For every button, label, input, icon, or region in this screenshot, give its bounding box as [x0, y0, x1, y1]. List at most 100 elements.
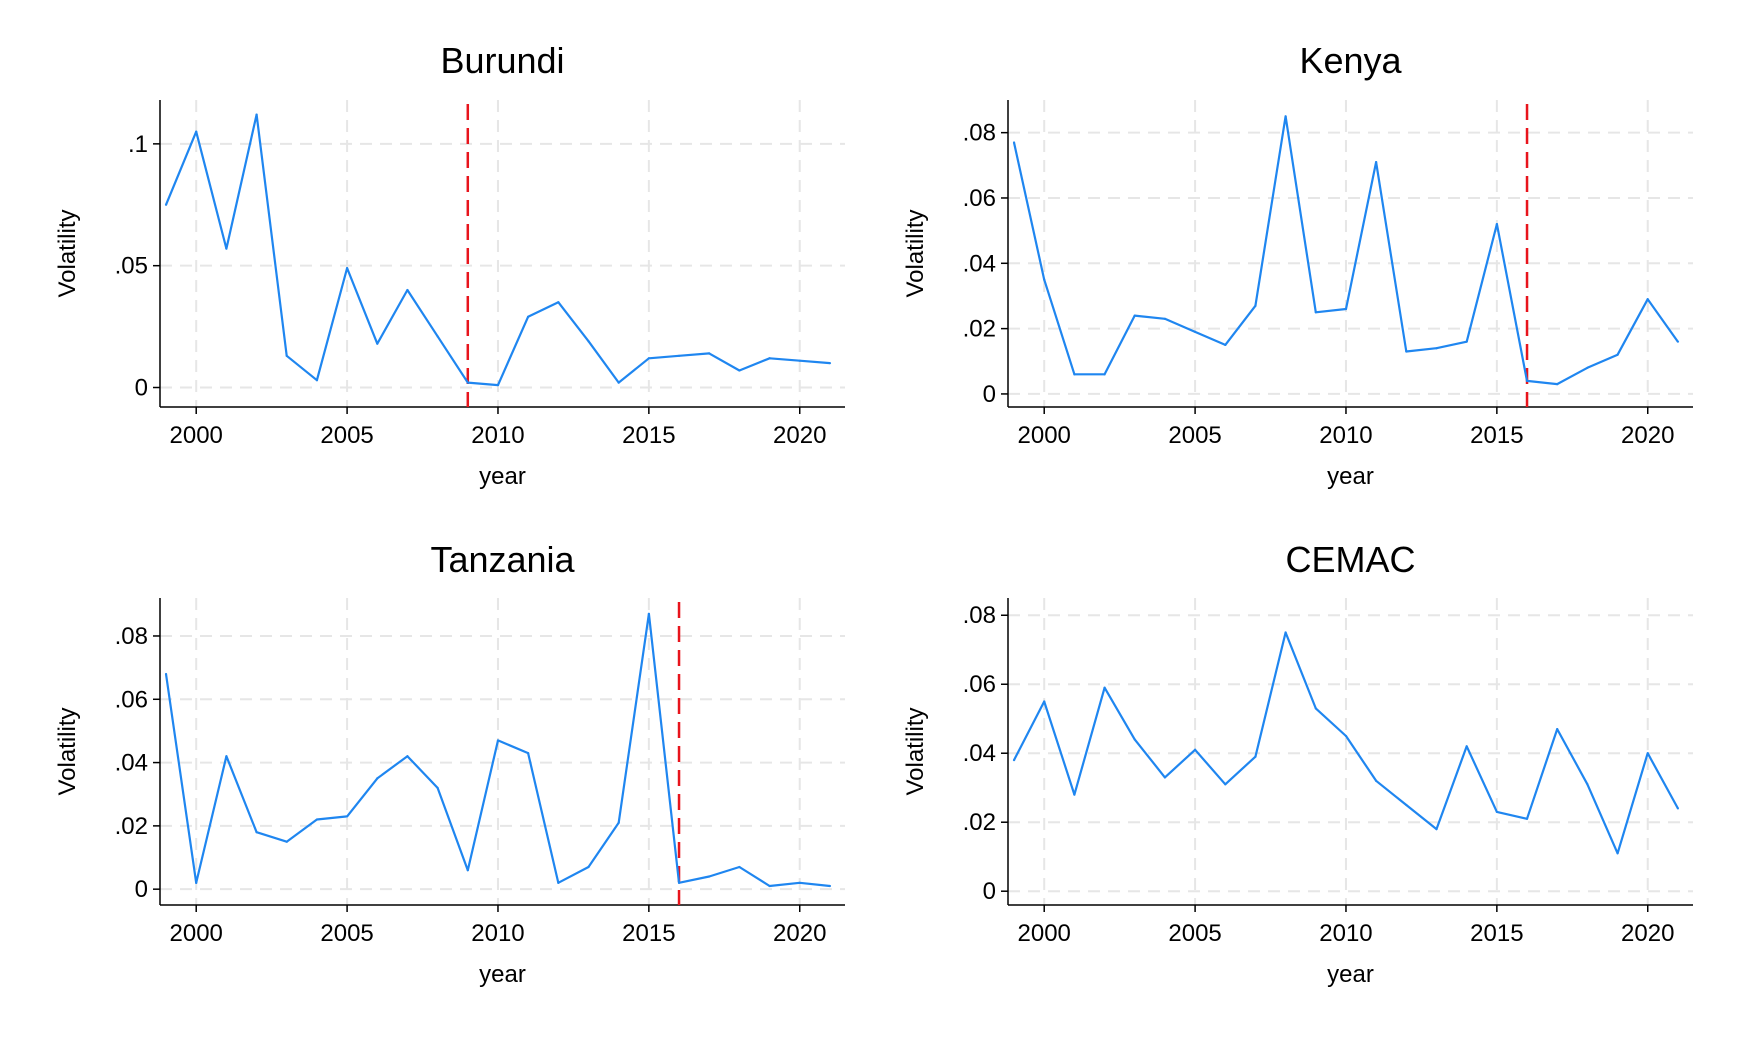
- panel-title: Burundi: [440, 40, 564, 81]
- data-point: [1465, 745, 1468, 748]
- data-point: [1405, 803, 1408, 807]
- x-tick-label: 2020: [773, 422, 826, 449]
- x-axis-title: year: [1327, 463, 1374, 490]
- data-point: [1525, 379, 1529, 382]
- data-point: [1043, 700, 1046, 703]
- y-axis-title: Volatility: [902, 209, 929, 297]
- data-point: [406, 288, 409, 292]
- data-point: [1646, 752, 1649, 755]
- data-point: [1284, 115, 1287, 118]
- data-point: [1073, 373, 1076, 376]
- data-point: [738, 369, 741, 372]
- x-tick-label: 2020: [773, 920, 826, 947]
- x-tick-label: 2015: [1470, 920, 1523, 947]
- data-point: [1375, 160, 1378, 164]
- data-point: [1465, 340, 1468, 343]
- data-point: [1163, 776, 1167, 779]
- panel-title: Kenya: [1299, 40, 1402, 81]
- data-point: [315, 818, 319, 821]
- data-point: [466, 381, 469, 384]
- data-point: [496, 383, 500, 387]
- data-point: [1163, 317, 1167, 320]
- data-point: [1254, 304, 1257, 307]
- x-tick-label: 2000: [170, 920, 223, 947]
- x-tick-label: 2020: [1621, 920, 1674, 947]
- x-tick-label: 2000: [1018, 422, 1071, 449]
- data-point: [1254, 755, 1257, 758]
- x-axis-title: year: [479, 961, 526, 988]
- x-tick-label: 2015: [622, 920, 675, 947]
- data-point: [225, 247, 228, 250]
- data-point: [1103, 373, 1106, 376]
- x-tick-label: 2005: [1168, 920, 1221, 947]
- data-point: [1344, 734, 1348, 738]
- y-axis-title: Volatility: [54, 209, 81, 297]
- data-point: [1133, 314, 1136, 317]
- data-point: [1193, 748, 1197, 751]
- x-tick-label: 2020: [1621, 422, 1674, 449]
- data-point: [1314, 707, 1317, 710]
- y-tick-label: .02: [115, 813, 148, 840]
- panel-cemac: 0 .02 .04 .06 .08 2000 2005 2010 2015 2020 year Vol…: [902, 539, 1693, 988]
- data-point: [1375, 779, 1378, 782]
- data-point: [195, 130, 198, 133]
- y-axis-title: Volatility: [54, 707, 81, 795]
- y-tick-label: .04: [115, 750, 148, 777]
- data-point: [1073, 793, 1076, 796]
- y-tick-label: 0: [135, 375, 148, 402]
- x-tick-label: 2010: [1319, 422, 1372, 449]
- data-point: [436, 786, 439, 789]
- data-point: [376, 342, 379, 345]
- data-point: [587, 865, 590, 869]
- data-point: [1284, 631, 1287, 634]
- data-point: [1224, 783, 1227, 786]
- panel-tanzania: 0 .02 .04 .06 .08 2000 2005 2010 2015 2020 year Vol…: [54, 539, 845, 988]
- data-point: [406, 755, 409, 758]
- data-point: [225, 755, 228, 758]
- y-tick-label: .04: [963, 250, 996, 277]
- data-point: [828, 884, 832, 888]
- data-point: [1616, 353, 1619, 356]
- data-point: [647, 612, 650, 615]
- data-point: [768, 884, 771, 888]
- x-tick-label: 2010: [471, 422, 524, 449]
- data-point: [1405, 350, 1408, 353]
- data-point: [708, 352, 711, 355]
- data-point: [1525, 817, 1529, 820]
- panel-burundi: 0 .05 .1 2000 2005 2010 2015 2020 year Volatility…: [54, 40, 845, 490]
- data-point: [345, 267, 349, 270]
- x-tick-label: 2000: [170, 422, 223, 449]
- data-point: [1616, 852, 1619, 855]
- data-point: [164, 672, 168, 676]
- x-tick-label: 2005: [320, 920, 373, 947]
- data-point: [557, 881, 560, 884]
- y-tick-label: 0: [983, 878, 996, 905]
- data-point: [315, 379, 319, 382]
- y-tick-label: .08: [963, 602, 996, 629]
- y-tick-label: .1: [128, 131, 148, 158]
- y-tick-label: .08: [115, 623, 148, 650]
- x-axis-title: year: [1327, 961, 1374, 988]
- data-point: [587, 340, 590, 343]
- data-point: [1556, 727, 1559, 731]
- data-point: [1133, 738, 1136, 741]
- data-point: [466, 869, 469, 872]
- data-point: [1495, 810, 1498, 813]
- panel-title: CEMAC: [1285, 539, 1415, 580]
- x-tick-label: 2005: [1168, 422, 1221, 449]
- y-tick-label: 0: [983, 381, 996, 408]
- y-tick-label: .04: [963, 740, 996, 767]
- data-point: [1224, 343, 1227, 347]
- data-point: [496, 739, 500, 742]
- data-point: [195, 881, 198, 884]
- x-tick-label: 2000: [1018, 920, 1071, 947]
- data-point: [1435, 347, 1438, 350]
- data-point: [1043, 278, 1046, 281]
- data-point: [768, 357, 771, 360]
- data-point: [376, 777, 379, 780]
- data-point: [255, 113, 258, 116]
- data-point: [677, 354, 681, 357]
- data-point: [798, 359, 801, 362]
- panel-title: Tanzania: [430, 539, 575, 580]
